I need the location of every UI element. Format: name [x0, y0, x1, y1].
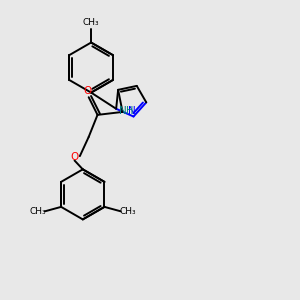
- Text: CH₃: CH₃: [83, 18, 99, 27]
- Text: N: N: [119, 106, 126, 116]
- Text: O: O: [70, 152, 79, 162]
- Text: N: N: [128, 106, 136, 116]
- Text: H: H: [126, 106, 134, 116]
- Text: O: O: [83, 86, 91, 96]
- Text: CH₃: CH₃: [120, 207, 136, 216]
- Text: CH₃: CH₃: [29, 207, 46, 216]
